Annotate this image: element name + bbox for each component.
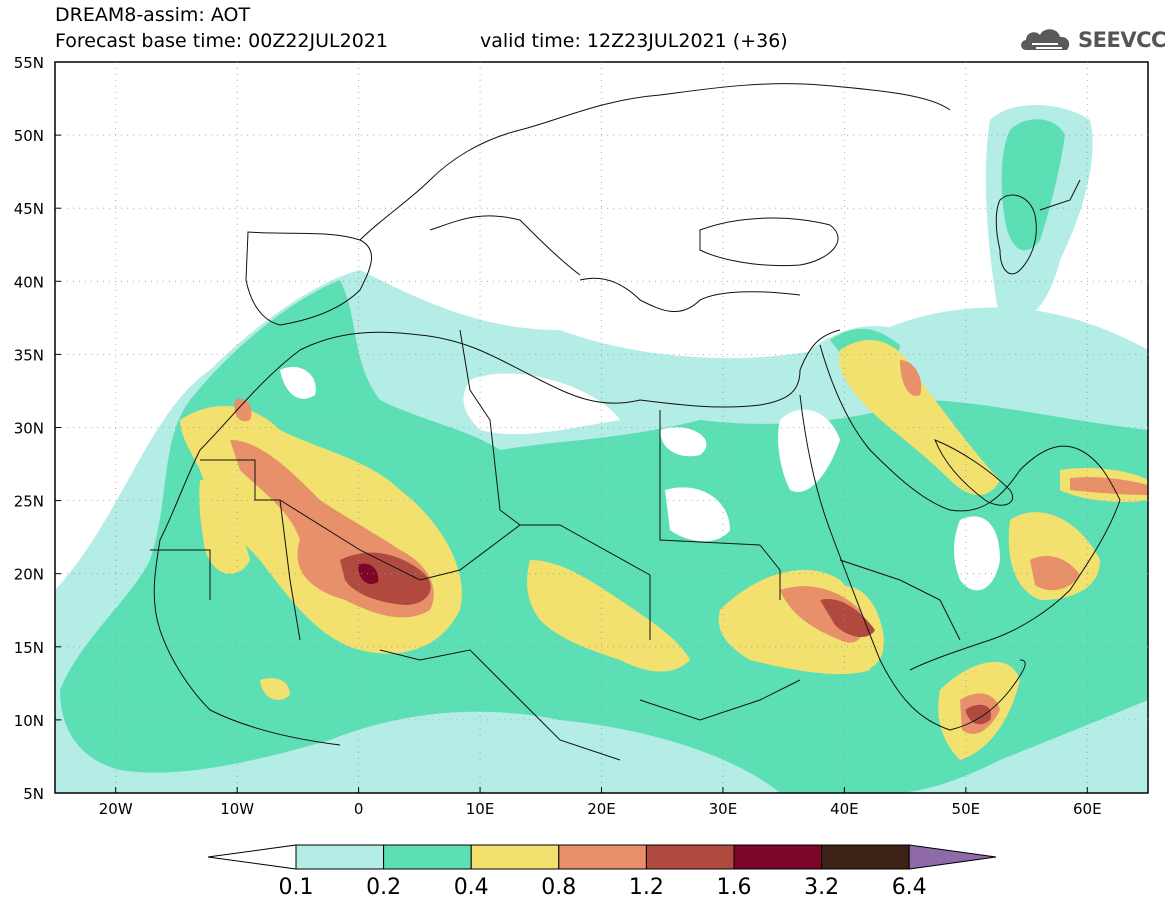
latitude-label: 5N (23, 785, 44, 803)
coastlines-borders (150, 83, 1121, 761)
colorbar-swatch (558, 844, 647, 870)
seevccc-logo: SEEVCCC (1018, 22, 1165, 56)
latitude-label: 15N (14, 639, 44, 657)
colorbar-swatch (733, 844, 823, 870)
colorbar-swatch (295, 844, 385, 870)
colorbar-level-label: 3.2 (804, 875, 839, 900)
latitude-label: 35N (14, 346, 44, 364)
colorbar-level-label: 6.4 (892, 875, 927, 900)
aot-level-0.0 (280, 366, 1000, 591)
cloud-icon (1021, 29, 1070, 50)
colorbar-level-label: 0.2 (366, 875, 401, 900)
aot-level-1.6 (358, 563, 379, 585)
latitude-label: 25N (14, 493, 44, 511)
colorbar-low-arrow (207, 844, 297, 870)
latitude-labels: 55N 50N 45N 40N 35N 30N 25N 20N 15N 10N 5N (14, 54, 61, 803)
colorbar-high-arrow (908, 844, 997, 870)
longitude-label: 30E (709, 800, 738, 818)
colorbar-level-label: 0.8 (541, 875, 576, 900)
logo-text: SEEVCCC (1078, 28, 1165, 52)
aot-field (55, 105, 1148, 793)
forecast-base-time: Forecast base time: 00Z22JUL2021 (55, 30, 388, 52)
colorbar-level-label: 0.4 (454, 875, 489, 900)
longitude-label: 50E (952, 800, 981, 818)
gridlines (55, 62, 1148, 793)
colorbar-swatch (383, 844, 472, 870)
colorbar-swatch (645, 844, 735, 870)
longitude-label: 20E (587, 800, 616, 818)
colorbar-level-label: 0.1 (279, 875, 314, 900)
longitude-label: 20W (99, 800, 133, 818)
longitude-label: 40E (830, 800, 859, 818)
longitude-label: 60E (1073, 800, 1102, 818)
longitude-label: 0 (354, 800, 364, 818)
colorbar-level-label: 1.6 (717, 875, 752, 900)
latitude-label: 55N (14, 54, 44, 72)
valid-time: valid time: 12Z23JUL2021 (+36) (480, 30, 788, 52)
latitude-label: 45N (14, 200, 44, 218)
chart-title: DREAM8-assim: AOT (55, 4, 251, 26)
longitude-label: 10W (220, 800, 254, 818)
latitude-label: 50N (14, 127, 44, 145)
longitude-label: 10E (466, 800, 495, 818)
colorbar-level-label: 1.2 (629, 875, 664, 900)
colorbar: 0.1 0.2 0.4 0.8 1.2 1.6 3.2 6.4 (207, 844, 997, 900)
colorbar-swatch (821, 844, 910, 870)
longitude-labels: 20W 10W 0 10E 20E 30E 40E 50E 60E (99, 787, 1102, 818)
latitude-label: 30N (14, 420, 44, 438)
latitude-label: 20N (14, 566, 44, 584)
latitude-label: 10N (14, 712, 44, 730)
latitude-label: 40N (14, 273, 44, 291)
colorbar-swatch (470, 844, 560, 870)
